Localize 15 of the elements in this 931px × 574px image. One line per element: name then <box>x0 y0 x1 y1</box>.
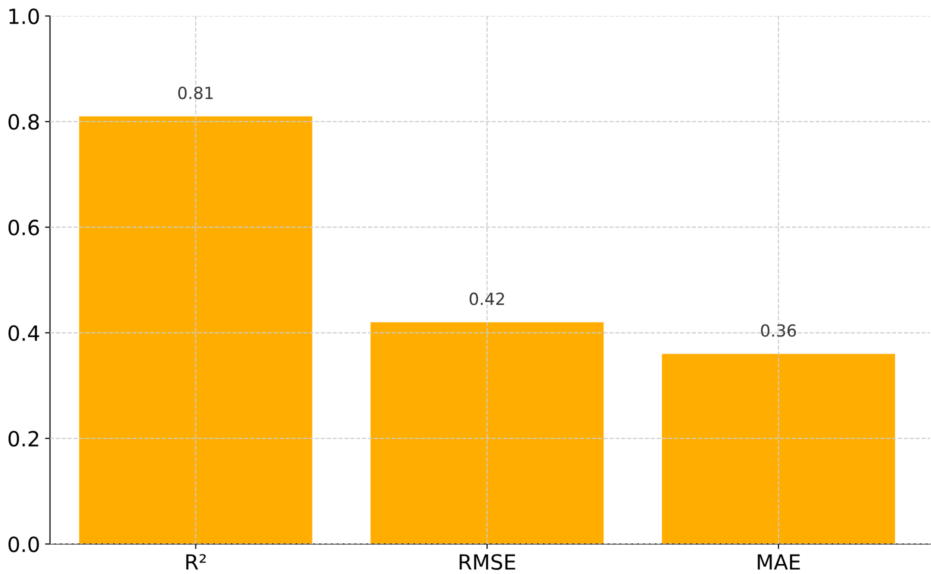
y-tick-label: 0.6 <box>8 220 39 236</box>
y-tick-label: 0.8 <box>8 114 39 130</box>
x-tick-label: RMSE <box>460 554 516 570</box>
data-label: 0.81 <box>178 86 213 100</box>
y-tick-label: 0.4 <box>8 325 40 342</box>
data-label: 0.42 <box>470 292 504 306</box>
y-tick-label: 0.0 <box>8 536 39 552</box>
data-label: 0.36 <box>761 324 796 337</box>
x-tick-label: MAE <box>758 554 800 570</box>
y-tick-label: 1.0 <box>9 8 39 24</box>
x-tick-label: R² <box>186 554 206 570</box>
bar <box>370 322 604 544</box>
y-tick-label: 0.2 <box>8 430 38 447</box>
bar <box>79 116 312 544</box>
bar <box>662 354 896 544</box>
